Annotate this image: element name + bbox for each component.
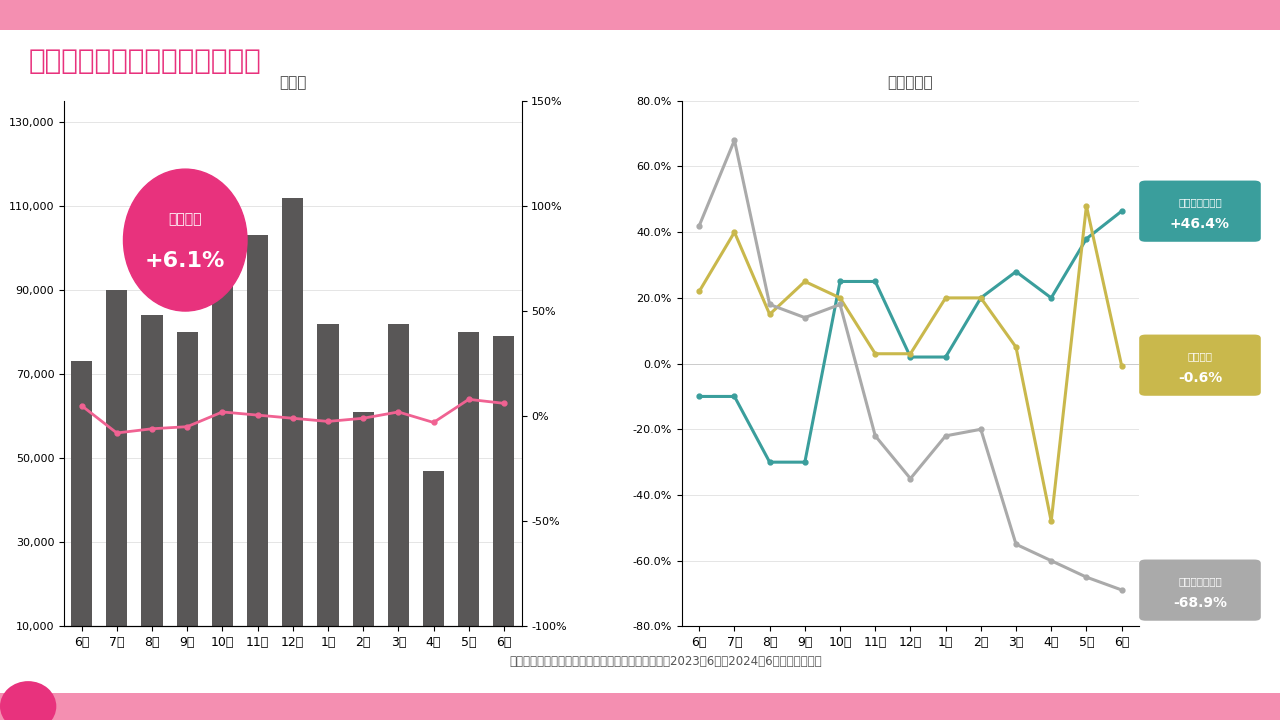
Bar <box>141 315 163 668</box>
Text: 対前年比: 対前年比 <box>169 212 202 226</box>
Bar <box>70 361 92 668</box>
Text: 働き方: 働き方 <box>1197 60 1212 68</box>
Text: 職種別新規ワーク数伸び率推移: 職種別新規ワーク数伸び率推移 <box>28 47 261 75</box>
Bar <box>458 332 479 668</box>
Text: ツナグ: ツナグ <box>1197 45 1212 54</box>
Bar <box>106 290 127 668</box>
Text: -68.9%: -68.9% <box>1172 595 1228 610</box>
Bar <box>352 412 374 668</box>
Bar <box>388 324 408 668</box>
Text: 研究所: 研究所 <box>1197 74 1212 84</box>
Text: 出典）単発バイト求人サイト「ショットワークス」2023年6月～2024年6月データを加工: 出典）単発バイト求人サイト「ショットワークス」2023年6月～2024年6月デー… <box>509 655 822 668</box>
Bar <box>493 336 515 668</box>
Bar <box>422 471 444 668</box>
Bar <box>282 197 303 668</box>
Text: 運送ドライバー: 運送ドライバー <box>1178 576 1222 586</box>
Text: コンビニ: コンビニ <box>1188 351 1212 361</box>
Text: 倉庫内・軽作業: 倉庫内・軽作業 <box>1178 197 1222 207</box>
Bar <box>247 235 268 668</box>
Title: 主要三職種: 主要三職種 <box>887 75 933 90</box>
Text: © 2024 TSUNAGU GROUP HOLDINGS Inc.: © 2024 TSUNAGU GROUP HOLDINGS Inc. <box>1046 704 1248 714</box>
Bar <box>177 332 197 668</box>
Title: 職業計: 職業計 <box>279 75 306 90</box>
Bar <box>211 269 233 668</box>
Text: +6.1%: +6.1% <box>145 251 225 271</box>
Text: +46.4%: +46.4% <box>1170 217 1230 230</box>
Bar <box>317 324 338 668</box>
Text: -0.6%: -0.6% <box>1178 371 1222 384</box>
Circle shape <box>123 169 247 311</box>
